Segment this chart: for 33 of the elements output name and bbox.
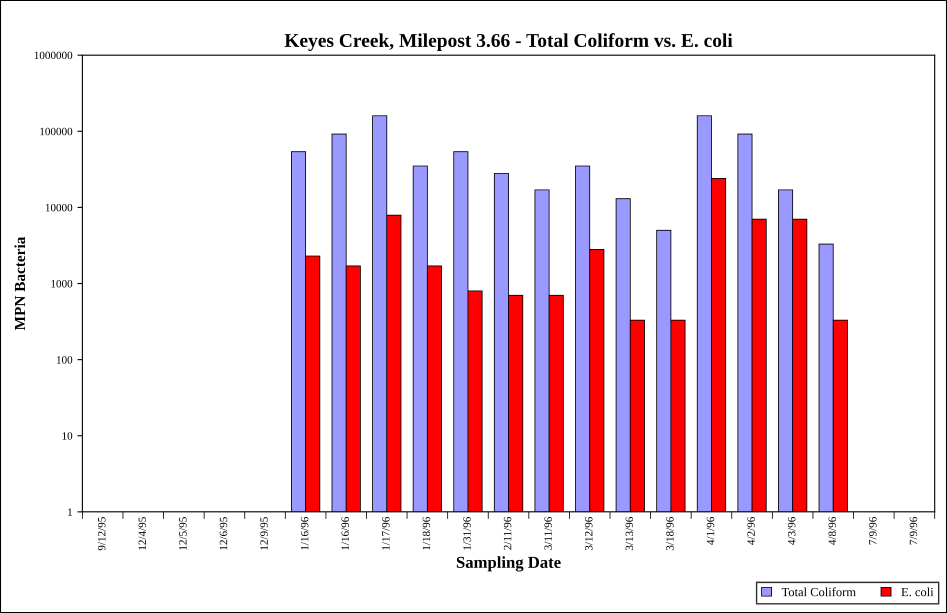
x-tick-label: 4/3/96	[788, 517, 796, 545]
x-tick-label: 4/2/96	[747, 517, 755, 545]
x-tick-label: 1/31/96	[463, 517, 471, 550]
x-tick-label: 1/17/96	[382, 517, 390, 550]
y-tick-label: 1000	[51, 280, 72, 288]
x-tick-label: 12/4/95	[138, 517, 146, 550]
y-tick-label: 10	[62, 432, 72, 440]
x-tick-label: 1/16/96	[342, 517, 349, 550]
x-tick-label: 7/9/96	[910, 517, 918, 544]
y-tick-label: 1000000	[34, 52, 72, 60]
x-tick-label: 3/11/96	[544, 517, 552, 550]
x-tick-label: 12/6/95	[220, 517, 228, 550]
x-tick-label: 1/18/96	[422, 517, 430, 550]
x-tick-label: 12/9/95	[260, 517, 268, 550]
y-axis-title: MPN Bacteria	[14, 236, 26, 330]
x-axis-title: Sampling Date	[456, 556, 561, 572]
y-tick-label: 1	[68, 508, 72, 516]
y-tick-label: 100000	[40, 128, 72, 136]
x-tick-label: 2/11/96	[504, 517, 512, 550]
x-tick-label: 4/1/96	[706, 517, 714, 545]
y-tick-label: 100	[56, 356, 72, 364]
legend-label: Total Coliform	[782, 587, 856, 596]
x-tick-label: 9/12/95	[98, 517, 106, 550]
y-tick-label: 10000	[46, 204, 72, 212]
x-tick-label: 1/16/96	[300, 517, 308, 550]
x-tick-label: 3/12/96	[585, 517, 592, 550]
x-tick-label: 12/5/95	[179, 517, 187, 550]
chart-title: Keyes Creek, Milepost 3.66 - Total Coliform vs. E. coli	[284, 33, 732, 52]
x-tick-label: 7/9/96	[869, 517, 877, 544]
x-tick-label: 3/13/96	[626, 517, 634, 550]
x-tick-label: 4/8/96	[828, 517, 836, 545]
legend-label: E. coli	[901, 587, 934, 596]
x-tick-label: 3/18/96	[666, 517, 674, 550]
